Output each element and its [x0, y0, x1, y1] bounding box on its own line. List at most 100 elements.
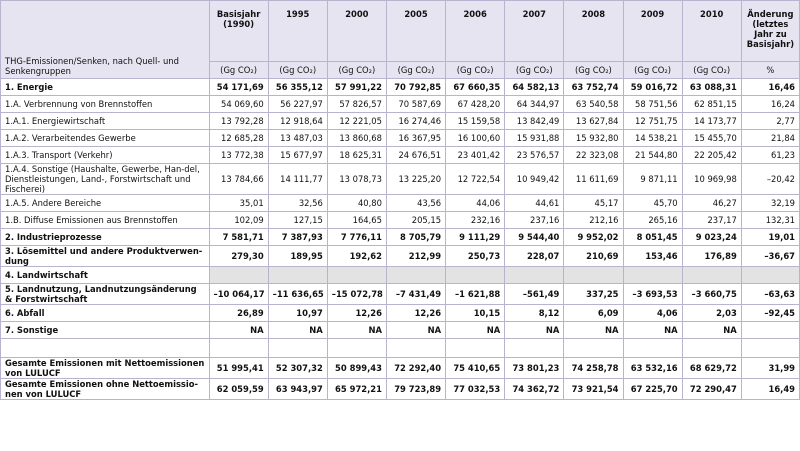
value-cell: –36,67 [740, 245, 800, 267]
value-cell: 70 587,69 [385, 95, 447, 113]
row-label: 1.B. Diffuse Emissionen aus Brennstoffen [0, 211, 210, 229]
row-label: 1.A.2. Verarbeitendes Gewerbe [0, 129, 210, 147]
value-cell: NA [681, 321, 742, 339]
value-cell: 35,01 [208, 194, 269, 212]
empty-cell [504, 266, 565, 284]
table-row: 1.A.3. Transport (Verkehr) 13 772,38 15 67… [0, 146, 800, 164]
value-cell: 56 355,12 [267, 78, 328, 96]
value-cell: 43,56 [385, 194, 447, 212]
value-cell: 70 792,85 [385, 78, 447, 96]
value-cell: 15 159,58 [445, 112, 506, 130]
value-cell: 72 292,40 [385, 357, 447, 379]
unit-header: (Gg CO₂) [681, 61, 742, 79]
value-cell: 32,19 [740, 194, 800, 212]
value-cell: 63 752,74 [563, 78, 624, 96]
value-cell: –7 431,49 [385, 283, 447, 305]
value-cell: 16,46 [740, 78, 800, 96]
value-cell: 7 387,93 [267, 228, 328, 246]
empty-cell [208, 338, 269, 358]
value-cell: 2,03 [681, 304, 742, 322]
column-header: Basisjahr (1990) [208, 0, 269, 62]
value-cell: 24 676,51 [385, 146, 447, 164]
value-cell: 265,16 [622, 211, 683, 229]
empty-cell [740, 321, 800, 339]
value-cell: 12,26 [385, 304, 447, 322]
empty-cell [445, 338, 506, 358]
empty-cell [622, 266, 683, 284]
value-cell: 8 705,79 [385, 228, 447, 246]
column-header: 2000 [326, 0, 387, 62]
value-cell: 176,89 [681, 245, 742, 267]
table-row: 5. Landnutzung, Landnutzungsänderung & F… [0, 283, 800, 305]
value-cell: 26,89 [208, 304, 269, 322]
value-cell: 4,06 [622, 304, 683, 322]
empty-cell [0, 338, 210, 358]
value-cell: 59 016,72 [622, 78, 683, 96]
corner-header: THG-Emissionen/Senken, nach Quell- und S… [0, 0, 210, 79]
value-cell: 13 078,73 [326, 163, 387, 195]
value-cell: 22 323,08 [563, 146, 624, 164]
value-cell: NA [208, 321, 269, 339]
value-cell: 212,16 [563, 211, 624, 229]
empty-cell [208, 266, 269, 284]
row-label: 1.A.4. Sonstige (Haushalte, Gewerbe, Han… [0, 163, 210, 195]
column-header: 2009 [622, 0, 683, 62]
table-row: 4. Landwirtschaft [0, 266, 800, 284]
value-cell: 13 784,66 [208, 163, 269, 195]
empty-cell [740, 266, 800, 284]
row-label: 6. Abfall [0, 304, 210, 322]
row-label: 4. Landwirtschaft [0, 266, 210, 284]
value-cell: 57 991,22 [326, 78, 387, 96]
value-cell: 62 851,15 [681, 95, 742, 113]
empty-cell [563, 338, 624, 358]
table-row: 6. Abfall 26,89 10,97 12,26 12,26 10,15 8,12 6,… [0, 304, 800, 322]
unit-header: (Gg CO₂) [622, 61, 683, 79]
table-row: 1.A.5. Andere Bereiche 35,01 32,56 40,80 43,… [0, 194, 800, 212]
value-cell: 8,12 [504, 304, 565, 322]
value-cell: 11 611,69 [563, 163, 624, 195]
value-cell: 72 290,47 [681, 378, 742, 400]
value-cell: 44,61 [504, 194, 565, 212]
value-cell: 13 627,84 [563, 112, 624, 130]
value-cell: 13 842,49 [504, 112, 565, 130]
value-cell: 279,30 [208, 245, 269, 267]
value-cell: 12,26 [326, 304, 387, 322]
row-label: 1.A.1. Energiewirtschaft [0, 112, 210, 130]
value-cell: 50 899,43 [326, 357, 387, 379]
value-cell: 9 871,11 [622, 163, 683, 195]
empty-cell [504, 338, 565, 358]
value-cell: 13 487,03 [267, 129, 328, 147]
spacer-row [0, 338, 800, 358]
value-cell: 13 772,38 [208, 146, 269, 164]
value-cell: 14 538,21 [622, 129, 683, 147]
value-cell: 212,99 [385, 245, 447, 267]
value-cell: 15 455,70 [681, 129, 742, 147]
value-cell: 40,80 [326, 194, 387, 212]
row-label: 1.A. Verbrennung von Brennstoffen [0, 95, 210, 113]
value-cell: 67 225,70 [622, 378, 683, 400]
column-header: 2006 [445, 0, 506, 62]
row-label: 5. Landnutzung, Landnutzungsänderung & F… [0, 283, 210, 305]
value-cell: 61,23 [740, 146, 800, 164]
value-cell: 79 723,89 [385, 378, 447, 400]
value-cell: 16 100,60 [445, 129, 506, 147]
empty-cell [740, 338, 800, 358]
value-cell: –3 660,75 [681, 283, 742, 305]
value-cell: –20,42 [740, 163, 800, 195]
value-cell: 337,25 [563, 283, 624, 305]
table-row: 1.B. Diffuse Emissionen aus Brennstoffen… [0, 211, 800, 229]
value-cell: 22 205,42 [681, 146, 742, 164]
table-row: 3. Lösemittel und andere Produktverwen-d… [0, 245, 800, 267]
value-cell: NA [385, 321, 447, 339]
value-cell: 237,17 [681, 211, 742, 229]
column-header: 2010 [681, 0, 742, 62]
row-label: 1.A.5. Andere Bereiche [0, 194, 210, 212]
column-header: Änderung (letztes Jahr zu Basisjahr) [740, 0, 800, 62]
value-cell: 15 931,88 [504, 129, 565, 147]
value-cell: 9 544,40 [504, 228, 565, 246]
value-cell: –92,45 [740, 304, 800, 322]
value-cell: –63,63 [740, 283, 800, 305]
value-cell: 228,07 [504, 245, 565, 267]
value-cell: 7 776,11 [326, 228, 387, 246]
value-cell: 64 344,97 [504, 95, 565, 113]
